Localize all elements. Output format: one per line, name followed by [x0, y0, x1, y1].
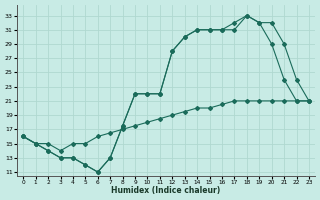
X-axis label: Humidex (Indice chaleur): Humidex (Indice chaleur) — [111, 186, 221, 195]
